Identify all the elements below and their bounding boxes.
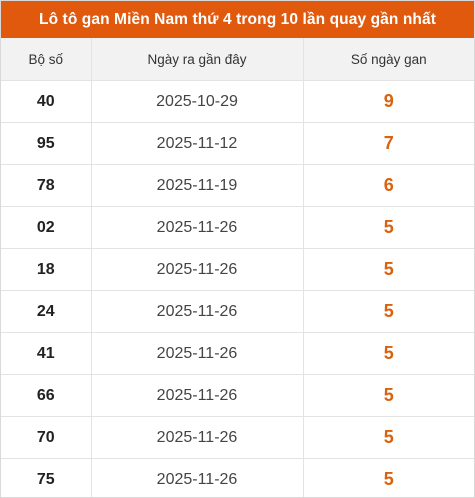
header-bo-so: Bộ số xyxy=(1,38,91,81)
cell-days: 9 xyxy=(302,80,474,123)
header-ngay-ra: Ngày ra gần đây xyxy=(90,38,303,81)
lo-gan-table: Bộ số Ngày ra gần đây Số ngày gan 40 202… xyxy=(1,38,474,497)
cell-date: 2025-11-12 xyxy=(90,122,303,165)
table-title: Lô tô gan Miền Nam thứ 4 trong 10 lần qu… xyxy=(1,1,474,38)
cell-days: 5 xyxy=(302,458,474,497)
cell-date: 2025-11-26 xyxy=(90,206,303,249)
table-row: 18 2025-11-26 5 xyxy=(1,248,474,291)
table-row: 70 2025-11-26 5 xyxy=(1,416,474,459)
cell-days: 5 xyxy=(302,332,474,375)
cell-number: 78 xyxy=(1,164,91,207)
table-header-row: Bộ số Ngày ra gần đây Số ngày gan xyxy=(1,38,474,81)
cell-number: 40 xyxy=(1,80,91,123)
table-row: 02 2025-11-26 5 xyxy=(1,206,474,249)
cell-days: 5 xyxy=(302,206,474,249)
table-row: 40 2025-10-29 9 xyxy=(1,80,474,123)
cell-date: 2025-11-26 xyxy=(90,290,303,333)
table-row: 78 2025-11-19 6 xyxy=(1,164,474,207)
cell-date: 2025-11-26 xyxy=(90,416,303,459)
cell-number: 18 xyxy=(1,248,91,291)
cell-date: 2025-11-26 xyxy=(90,248,303,291)
cell-date: 2025-11-26 xyxy=(90,374,303,417)
cell-number: 75 xyxy=(1,458,91,497)
cell-days: 5 xyxy=(302,416,474,459)
cell-number: 02 xyxy=(1,206,91,249)
header-so-ngay-gan: Số ngày gan xyxy=(302,38,474,81)
table-row: 66 2025-11-26 5 xyxy=(1,374,474,417)
cell-days: 5 xyxy=(302,374,474,417)
cell-days: 5 xyxy=(302,248,474,291)
cell-days: 5 xyxy=(302,290,474,333)
table-row: 95 2025-11-12 7 xyxy=(1,122,474,165)
cell-date: 2025-11-19 xyxy=(90,164,303,207)
cell-number: 24 xyxy=(1,290,91,333)
cell-number: 41 xyxy=(1,332,91,375)
cell-days: 7 xyxy=(302,122,474,165)
cell-number: 95 xyxy=(1,122,91,165)
table-row: 24 2025-11-26 5 xyxy=(1,290,474,333)
cell-date: 2025-10-29 xyxy=(90,80,303,123)
cell-date: 2025-11-26 xyxy=(90,332,303,375)
cell-date: 2025-11-26 xyxy=(90,458,303,497)
cell-days: 6 xyxy=(302,164,474,207)
table-row: 41 2025-11-26 5 xyxy=(1,332,474,375)
cell-number: 70 xyxy=(1,416,91,459)
table-row: 75 2025-11-26 5 xyxy=(1,458,474,497)
cell-number: 66 xyxy=(1,374,91,417)
